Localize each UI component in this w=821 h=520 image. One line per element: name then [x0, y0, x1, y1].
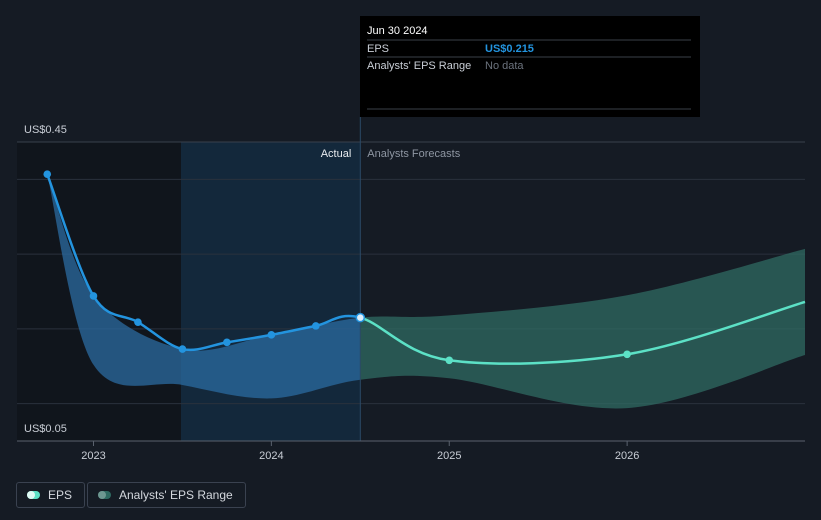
- x-tick-label: 2024: [259, 450, 283, 462]
- tooltip-key: Analysts' EPS Range: [367, 60, 471, 72]
- eps-point: [355, 312, 366, 323]
- past-shade: [17, 142, 181, 441]
- actual-label: Actual: [321, 148, 352, 160]
- forecast-label: Analysts Forecasts: [367, 148, 460, 160]
- eps-range-band: [47, 174, 806, 409]
- legend-eps[interactable]: EPS: [16, 482, 86, 508]
- tooltip-key: EPS: [367, 43, 389, 55]
- eps-point: [178, 345, 187, 353]
- tooltip: [360, 16, 700, 117]
- legend-label: Analysts' EPS Range: [119, 488, 233, 502]
- legend-label: EPS: [48, 488, 73, 502]
- tooltip-value: US$0.215: [485, 43, 534, 55]
- eps-point: [134, 318, 142, 326]
- x-tick-label: 2023: [81, 450, 105, 462]
- eps-point: [312, 322, 320, 330]
- x-tick-label: 2026: [615, 450, 639, 462]
- y-tick-label: US$0.05: [24, 423, 67, 435]
- eps-line: [46, 173, 806, 365]
- eps-point: [223, 338, 231, 347]
- eps-point: [89, 292, 98, 300]
- tooltip-value: No data: [485, 60, 524, 72]
- chart: US$0.05 US$0.45 2023 2024 2025 2026 Actual Ana…: [17, 16, 806, 462]
- y-tick-label: US$0.45: [24, 124, 67, 136]
- tooltip-date: Jun 30 2024: [367, 25, 428, 37]
- eps-point: [445, 356, 454, 365]
- eps-point: [43, 170, 52, 178]
- legend-range[interactable]: Analysts' EPS Range: [87, 482, 246, 508]
- x-tick-label: 2025: [437, 450, 461, 462]
- eps-point: [623, 350, 631, 359]
- eps-point: [267, 331, 276, 339]
